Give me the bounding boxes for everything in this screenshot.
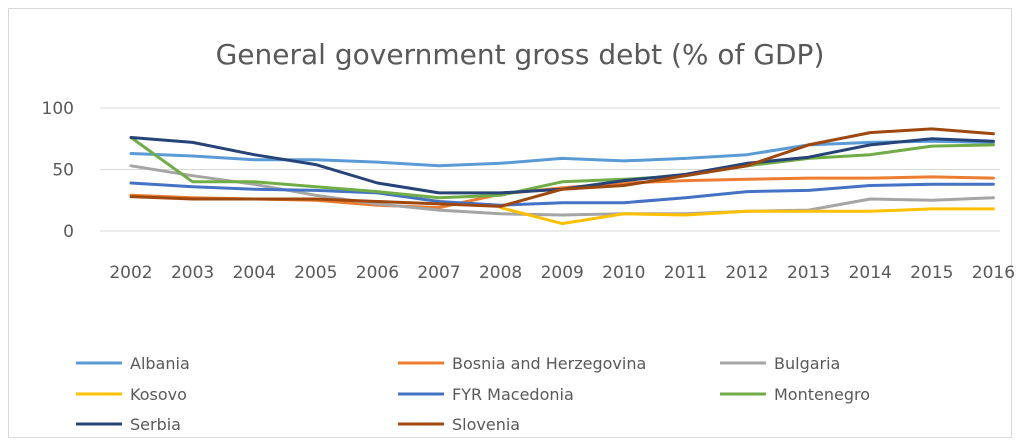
x-tick-label: 2016 <box>972 263 1015 283</box>
series-line-fyr-macedonia <box>129 181 995 207</box>
x-tick-labels: 2002 2003 2004 2005 2006 2007 2008 2009 2010 2011… <box>109 263 1015 283</box>
legend-label-bulgaria: Bulgaria <box>774 354 840 373</box>
x-tick-label: 2008 <box>479 263 522 283</box>
x-tick-label: 2007 <box>417 263 460 283</box>
y-tick-label: 50 <box>52 161 74 181</box>
legend-label-kosovo: Kosovo <box>130 385 187 404</box>
x-tick-label: 2004 <box>233 263 276 283</box>
x-tick-label: 2014 <box>849 263 892 283</box>
grid-layer <box>100 107 1000 232</box>
x-tick-label: 2015 <box>910 263 953 283</box>
legend-label-montenegro: Montenegro <box>774 385 870 404</box>
legend-label-bosnia-and-herzegovina: Bosnia and Herzegovina <box>452 354 646 373</box>
x-tick-label: 2005 <box>294 263 337 283</box>
series-lines <box>129 127 995 226</box>
x-tick-label: 2010 <box>602 263 645 283</box>
chart-frame <box>8 8 1012 438</box>
legend-label-serbia: Serbia <box>130 415 181 434</box>
x-tick-label: 2009 <box>541 263 584 283</box>
x-tick-label: 2006 <box>356 263 399 283</box>
series-line-bulgaria <box>129 164 995 217</box>
legend-label-fyr-macedonia: FYR Macedonia <box>452 385 574 404</box>
y-tick-labels: 0 50 100 <box>42 99 74 242</box>
series-line-montenegro <box>129 136 995 200</box>
x-tick-label: 2002 <box>109 263 152 283</box>
y-tick-label: 100 <box>42 99 74 119</box>
y-tick-label: 0 <box>63 222 74 242</box>
series-line-albania <box>129 139 995 168</box>
legend-label-albania: Albania <box>130 354 190 373</box>
x-tick-label: 2013 <box>787 263 830 283</box>
legend-label-slovenia: Slovenia <box>452 415 520 434</box>
x-tick-label: 2011 <box>664 263 707 283</box>
series-line-slovenia <box>129 127 995 208</box>
x-tick-label: 2003 <box>171 263 214 283</box>
x-tick-label: 2012 <box>725 263 768 283</box>
legend: Albania Bosnia and Herzegovina Bulgaria Kos… <box>76 354 870 434</box>
chart-title: General government gross debt (% of GDP) <box>216 38 825 71</box>
series-line-kosovo <box>499 206 995 226</box>
